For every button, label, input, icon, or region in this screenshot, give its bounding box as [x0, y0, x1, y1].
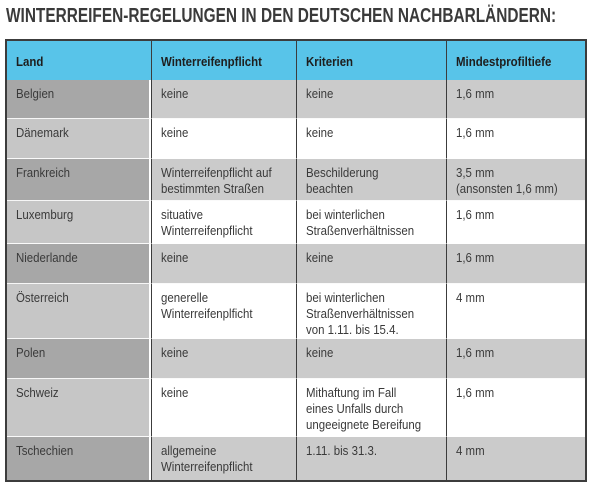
cell-mindestprofiltiefe: 1,6 mm [446, 201, 585, 244]
page-title: WINTERREIFEN-REGELUNGEN IN DEN DEUTSCHEN… [6, 5, 595, 27]
cell-land: Frankreich [7, 159, 151, 201]
table-row-polen: Polen keine keine 1,6 mm [7, 339, 585, 379]
cell-land: Luxemburg [7, 201, 151, 244]
table-row-niederlande: Niederlande keine keine 1,6 mm [7, 244, 585, 284]
cell-kriterien: keine [296, 80, 446, 119]
cell-land: Tschechien [7, 437, 151, 480]
table-row-daenemark: Dänemark keine keine 1,6 mm [7, 119, 585, 159]
cell-kriterien: 1.11. bis 31.3. [296, 437, 446, 480]
column-header-land: Land [7, 41, 151, 80]
cell-mindestprofiltiefe: 4 mm [446, 437, 585, 480]
cell-mindestprofiltiefe: 1,6 mm [446, 80, 585, 119]
header-row: Land Winterreifenpflicht Kriterien Minde… [7, 41, 585, 80]
cell-kriterien: keine [296, 119, 446, 159]
cell-land: Niederlande [7, 244, 151, 284]
cell-kriterien: keine [296, 244, 446, 284]
column-header-mindestprofiltiefe: Mindestprofiltiefe [446, 41, 585, 80]
table-row-tschechien: Tschechien allgemeine Winterreifenpflich… [7, 437, 585, 480]
cell-land: Dänemark [7, 119, 151, 159]
winter-tire-regulations-table: Land Winterreifenpflicht Kriterien Minde… [5, 39, 587, 482]
table-row-schweiz: Schweiz keine Mithaftung im Fall eines U… [7, 379, 585, 437]
cell-winterreifenpflicht: generelle Winterreifenplficht [151, 284, 296, 339]
cell-land: Polen [7, 339, 151, 379]
cell-winterreifenpflicht: keine [151, 244, 296, 284]
cell-mindestprofiltiefe: 4 mm [446, 284, 585, 339]
page-title-text: WINTERREIFEN-REGELUNGEN IN DEN DEUTSCHEN… [6, 5, 557, 27]
cell-kriterien: bei winterlichen Straßenverhältnissen vo… [296, 284, 446, 339]
cell-land: Schweiz [7, 379, 151, 437]
table-row-oesterreich: Österreich generelle Winterreifenplficht… [7, 284, 585, 339]
cell-mindestprofiltiefe: 1,6 mm [446, 379, 585, 437]
column-header-kriterien: Kriterien [296, 41, 446, 80]
cell-mindestprofiltiefe: 1,6 mm [446, 119, 585, 159]
cell-mindestprofiltiefe: 3,5 mm (ansonsten 1,6 mm) [446, 159, 585, 201]
cell-winterreifenpflicht: Winterreifenpflicht auf bestimmten Straß… [151, 159, 296, 201]
cell-kriterien: Beschilderung beachten [296, 159, 446, 201]
cell-mindestprofiltiefe: 1,6 mm [446, 339, 585, 379]
cell-land: Österreich [7, 284, 151, 339]
cell-mindestprofiltiefe: 1,6 mm [446, 244, 585, 284]
cell-kriterien: keine [296, 339, 446, 379]
cell-winterreifenpflicht: situative Winterreifenpflicht [151, 201, 296, 244]
cell-kriterien: Mithaftung im Fall eines Unfalls durch u… [296, 379, 446, 437]
table-row-belgien: Belgien keine keine 1,6 mm [7, 80, 585, 119]
cell-winterreifenpflicht: keine [151, 379, 296, 437]
table-row-luxemburg: Luxemburg situative Winterreifenpflicht … [7, 201, 585, 244]
cell-kriterien: bei winterlichen Straßenverhältnissen [296, 201, 446, 244]
cell-land: Belgien [7, 80, 151, 119]
cell-winterreifenpflicht: keine [151, 80, 296, 119]
column-header-winterreifenpflicht: Winterreifenpflicht [151, 41, 296, 80]
table-row-frankreich: Frankreich Winterreifenpflicht auf besti… [7, 159, 585, 201]
cell-winterreifenpflicht: keine [151, 119, 296, 159]
cell-winterreifenpflicht: allgemeine Winterreifenpflicht [151, 437, 296, 480]
cell-winterreifenpflicht: keine [151, 339, 296, 379]
